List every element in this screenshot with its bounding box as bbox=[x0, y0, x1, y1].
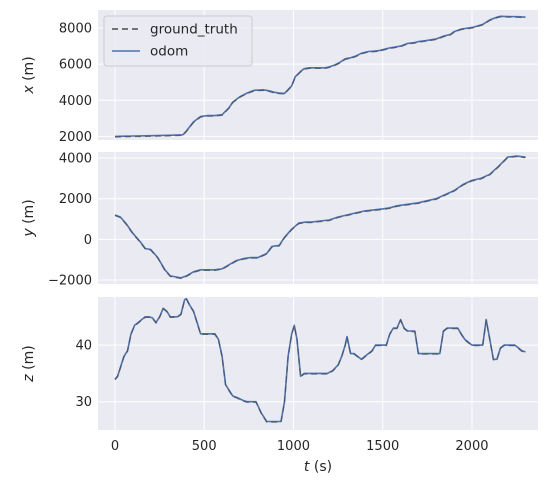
series-ground-truth bbox=[114, 298, 526, 423]
series-ground-truth bbox=[114, 156, 526, 280]
x-tick-label: 1500 bbox=[366, 439, 399, 454]
series-ground-truth bbox=[114, 16, 526, 138]
y-axis-label: x (m) bbox=[21, 56, 37, 94]
y-axis-label-unit: (m) bbox=[21, 199, 37, 228]
y-axis-label-var: x bbox=[21, 85, 37, 95]
y-tick-label: 30 bbox=[75, 395, 92, 410]
y-axis-label-unit: (m) bbox=[21, 56, 37, 85]
x-tick-label: 1000 bbox=[277, 439, 310, 454]
legend-frame bbox=[103, 15, 253, 67]
x-tick-label: 500 bbox=[192, 439, 217, 454]
y-tick-label: 4000 bbox=[59, 152, 92, 167]
y-tick-label: 0 bbox=[84, 233, 92, 248]
panel-background bbox=[98, 297, 538, 430]
panel-background bbox=[98, 152, 538, 284]
x-axis-label-unit: (s) bbox=[309, 459, 332, 475]
x-axis-label: t (s) bbox=[304, 459, 332, 475]
legend-label: ground_truth bbox=[150, 22, 238, 38]
y-tick-label: 40 bbox=[75, 339, 92, 354]
y-axis-label-var: y bbox=[21, 228, 37, 238]
y-tick-label: −2000 bbox=[48, 273, 92, 288]
x-tick-label: 2000 bbox=[455, 439, 488, 454]
y-axis-label: z (m) bbox=[21, 345, 37, 382]
panel-z: 30 40 z (m) bbox=[21, 297, 538, 430]
y-axis-label: y (m) bbox=[21, 199, 37, 237]
x-tick-label: 0 bbox=[111, 439, 119, 454]
y-tick-label: 6000 bbox=[59, 58, 92, 73]
y-axis-label-unit: (m) bbox=[21, 345, 37, 374]
legend-label: odom bbox=[150, 44, 188, 60]
y-tick-label: 8000 bbox=[59, 22, 92, 37]
y-axis-label-var: z bbox=[21, 374, 37, 383]
panel-x: 2000 4000 6000 8000 x (m) bbox=[21, 10, 538, 145]
y-tick-label: 2000 bbox=[59, 192, 92, 207]
x-axis-label-var: t bbox=[304, 459, 310, 475]
y-tick-label: 2000 bbox=[59, 130, 92, 145]
panel-y: −2000 0 2000 4000 y (m) bbox=[21, 152, 538, 288]
y-tick-label: 4000 bbox=[59, 94, 92, 109]
